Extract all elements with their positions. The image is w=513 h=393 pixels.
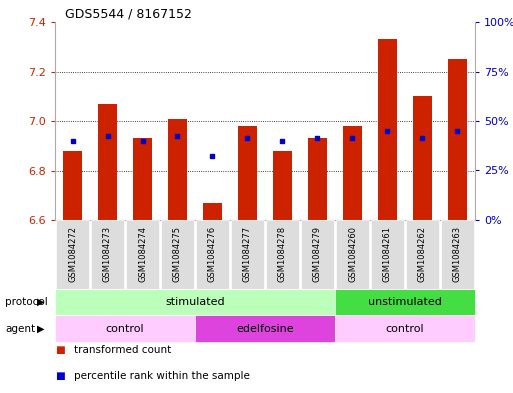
Text: GDS5544 / 8167152: GDS5544 / 8167152 — [65, 7, 192, 20]
Bar — [378, 39, 397, 220]
Bar — [203, 203, 222, 220]
Bar — [413, 96, 432, 220]
Text: protocol: protocol — [5, 297, 48, 307]
Text: control: control — [106, 324, 144, 334]
Text: GSM1084263: GSM1084263 — [453, 226, 462, 282]
Text: GSM1084261: GSM1084261 — [383, 226, 392, 281]
Bar — [133, 138, 152, 220]
Bar — [448, 59, 467, 220]
Text: unstimulated: unstimulated — [368, 297, 442, 307]
Text: edelfosine: edelfosine — [236, 324, 294, 334]
Text: GSM1084275: GSM1084275 — [173, 226, 182, 281]
Text: control: control — [386, 324, 424, 334]
Text: ■: ■ — [55, 371, 65, 381]
Text: GSM1084277: GSM1084277 — [243, 226, 252, 282]
Text: stimulated: stimulated — [165, 297, 225, 307]
Bar — [238, 126, 257, 220]
Bar — [273, 151, 292, 220]
Text: GSM1084279: GSM1084279 — [313, 226, 322, 281]
Bar — [98, 104, 117, 220]
Bar — [168, 119, 187, 220]
Text: ▶: ▶ — [37, 297, 45, 307]
Text: percentile rank within the sample: percentile rank within the sample — [74, 371, 250, 381]
Text: ▶: ▶ — [37, 324, 45, 334]
Text: GSM1084262: GSM1084262 — [418, 226, 427, 281]
Text: GSM1084276: GSM1084276 — [208, 226, 217, 282]
Bar — [343, 126, 362, 220]
Text: agent: agent — [5, 324, 35, 334]
Text: transformed count: transformed count — [74, 345, 172, 355]
Bar — [63, 151, 82, 220]
Text: ■: ■ — [55, 345, 65, 355]
Bar — [308, 138, 327, 220]
Text: GSM1084260: GSM1084260 — [348, 226, 357, 281]
Text: GSM1084272: GSM1084272 — [68, 226, 77, 281]
Text: GSM1084273: GSM1084273 — [103, 226, 112, 282]
Text: GSM1084278: GSM1084278 — [278, 226, 287, 282]
Text: GSM1084274: GSM1084274 — [138, 226, 147, 281]
